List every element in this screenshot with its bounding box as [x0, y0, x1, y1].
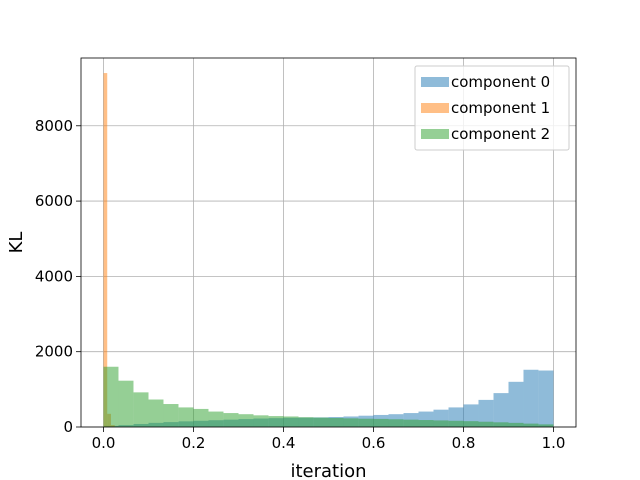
histogram-bar [283, 416, 299, 427]
histogram-bar [358, 418, 374, 427]
x-tick-label: 0.6 [362, 434, 386, 452]
histogram-bar [298, 417, 314, 427]
histogram-bar [538, 370, 554, 427]
histogram-bar [523, 369, 539, 427]
histogram-bar [463, 421, 479, 427]
histogram-bar [118, 380, 134, 427]
histogram-bar [253, 415, 269, 427]
histogram-bar [403, 419, 419, 427]
histogram-bar [523, 423, 539, 427]
histogram-bar [103, 73, 108, 428]
histogram-bar [208, 411, 224, 427]
histogram-bar [373, 418, 389, 427]
x-axis-label: iteration [290, 461, 366, 480]
histogram-bar [133, 392, 149, 427]
histogram-bars [103, 73, 554, 428]
x-tick-label: 0.0 [92, 434, 116, 452]
legend-label: component 1 [451, 99, 550, 117]
histogram-bar [508, 381, 524, 427]
histogram-bar [238, 414, 254, 427]
histogram-bar [478, 421, 494, 427]
plot-frame [80, 57, 577, 428]
histogram-bar [538, 424, 554, 427]
histogram-bar [478, 399, 494, 427]
histogram-bar [163, 404, 179, 427]
legend-label: component 2 [451, 125, 550, 143]
histogram-bar [178, 407, 194, 427]
legend-swatch [421, 103, 449, 113]
histogram-bar [433, 420, 449, 427]
y-tick-label: 6000 [35, 192, 73, 210]
legend-label: component 0 [451, 73, 550, 91]
histogram-bar [493, 393, 509, 427]
y-tick-label: 0 [63, 418, 73, 436]
histogram-bar [103, 366, 119, 427]
histogram-bar [268, 416, 284, 427]
series-2-bars [103, 366, 554, 427]
histogram-bar [328, 417, 344, 427]
histogram-bar [148, 399, 164, 427]
histogram-bar [193, 408, 209, 427]
histogram-bar [313, 417, 329, 427]
histogram-bar [343, 418, 359, 427]
histogram-bar [223, 413, 239, 427]
histogram-bar [508, 422, 524, 427]
legend: component 0 component 1 component 2 [414, 65, 570, 151]
legend-box [414, 65, 570, 151]
y-tick-label: 4000 [35, 267, 73, 285]
legend-swatch [421, 129, 449, 139]
legend-swatch [421, 77, 449, 87]
histogram-bar [493, 422, 509, 427]
x-tick-label: 0.4 [272, 434, 296, 452]
axis-ticks: 0.0 0.2 0.4 0.6 0.8 1.0 0 2000 4000 6000 8000 [35, 117, 566, 452]
x-tick-label: 0.2 [182, 434, 206, 452]
histogram-bar [448, 420, 464, 427]
histogram-bar [388, 419, 404, 427]
x-tick-label: 1.0 [542, 434, 566, 452]
histogram-bar [418, 420, 434, 427]
x-tick-label: 0.8 [452, 434, 476, 452]
y-tick-label: 8000 [35, 117, 73, 135]
y-axis-label: KL [6, 232, 27, 254]
y-tick-label: 2000 [35, 343, 73, 361]
